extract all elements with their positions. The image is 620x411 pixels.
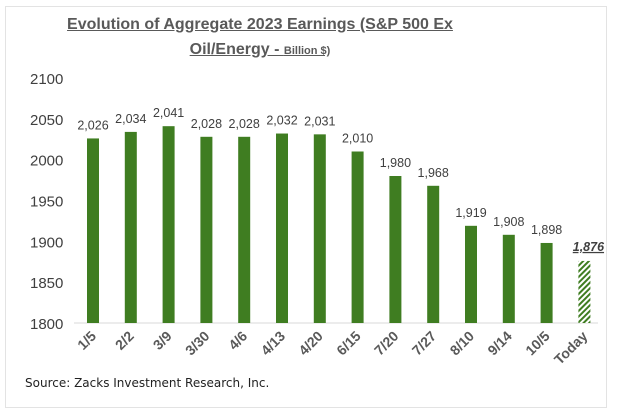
chart-frame bbox=[5, 6, 607, 408]
x-tick-label: 3/30 bbox=[182, 328, 213, 359]
x-tick-label: 4/13 bbox=[258, 328, 289, 359]
data-label: 2,032 bbox=[266, 114, 297, 128]
y-tick-label: 1950 bbox=[30, 194, 63, 211]
x-tick-label: 4/20 bbox=[295, 328, 326, 359]
bar bbox=[502, 234, 515, 323]
data-label: 2,031 bbox=[304, 114, 335, 128]
y-tick-label: 1900 bbox=[30, 234, 63, 251]
data-label: 1,898 bbox=[531, 223, 562, 237]
bar bbox=[389, 176, 402, 323]
y-tick-label: 2100 bbox=[30, 71, 63, 88]
bar bbox=[124, 131, 137, 323]
bar bbox=[276, 133, 288, 323]
bar bbox=[238, 136, 251, 323]
data-label: 2,028 bbox=[229, 117, 260, 131]
bar bbox=[465, 225, 477, 323]
bar bbox=[313, 134, 326, 323]
bar bbox=[87, 138, 99, 323]
bar bbox=[578, 260, 591, 323]
x-tick-label: 7/27 bbox=[409, 328, 440, 359]
bar bbox=[540, 242, 553, 323]
chart-title-line2: Oil/Energy - Billion $) bbox=[40, 41, 480, 59]
data-label: 1,980 bbox=[380, 156, 411, 170]
y-tick-label: 1800 bbox=[30, 316, 63, 333]
data-label: 2,034 bbox=[115, 112, 146, 126]
x-tick-label: 7/20 bbox=[371, 328, 402, 359]
x-tick-label: 10/5 bbox=[522, 328, 553, 359]
data-label: 1,919 bbox=[455, 206, 486, 220]
data-label: 2,026 bbox=[77, 118, 108, 132]
data-label: 2,028 bbox=[191, 117, 222, 131]
x-tick-label: 2/2 bbox=[112, 328, 137, 353]
x-tick-label: 4/6 bbox=[225, 328, 250, 353]
title-line2-text: Oil/Energy - bbox=[189, 41, 284, 58]
bar bbox=[162, 126, 175, 323]
x-tick-label: 8/10 bbox=[447, 328, 478, 359]
title-unit: Billion $) bbox=[283, 45, 331, 57]
bar bbox=[351, 151, 364, 323]
y-tick-label: 1850 bbox=[30, 275, 63, 292]
source-note: Source: Zacks Investment Research, Inc. bbox=[25, 376, 270, 390]
x-tick-label: 3/9 bbox=[150, 328, 175, 353]
data-label: 1,968 bbox=[418, 166, 449, 180]
data-label: 2,010 bbox=[342, 132, 373, 146]
chart-title: Evolution of Aggregate 2023 Earnings (S&… bbox=[67, 16, 453, 33]
bar bbox=[200, 136, 213, 323]
bar bbox=[427, 185, 440, 323]
data-label: 1,876 bbox=[573, 240, 605, 254]
x-tick-label: 9/14 bbox=[484, 328, 515, 359]
y-tick-label: 2000 bbox=[30, 153, 63, 170]
x-tick-label: Today bbox=[551, 328, 591, 368]
data-label: 2,041 bbox=[153, 106, 184, 120]
x-tick-label: 1/5 bbox=[74, 328, 99, 353]
data-label: 1,908 bbox=[493, 215, 524, 229]
x-tick-label: 6/15 bbox=[333, 328, 364, 359]
y-tick-label: 2050 bbox=[30, 112, 63, 129]
